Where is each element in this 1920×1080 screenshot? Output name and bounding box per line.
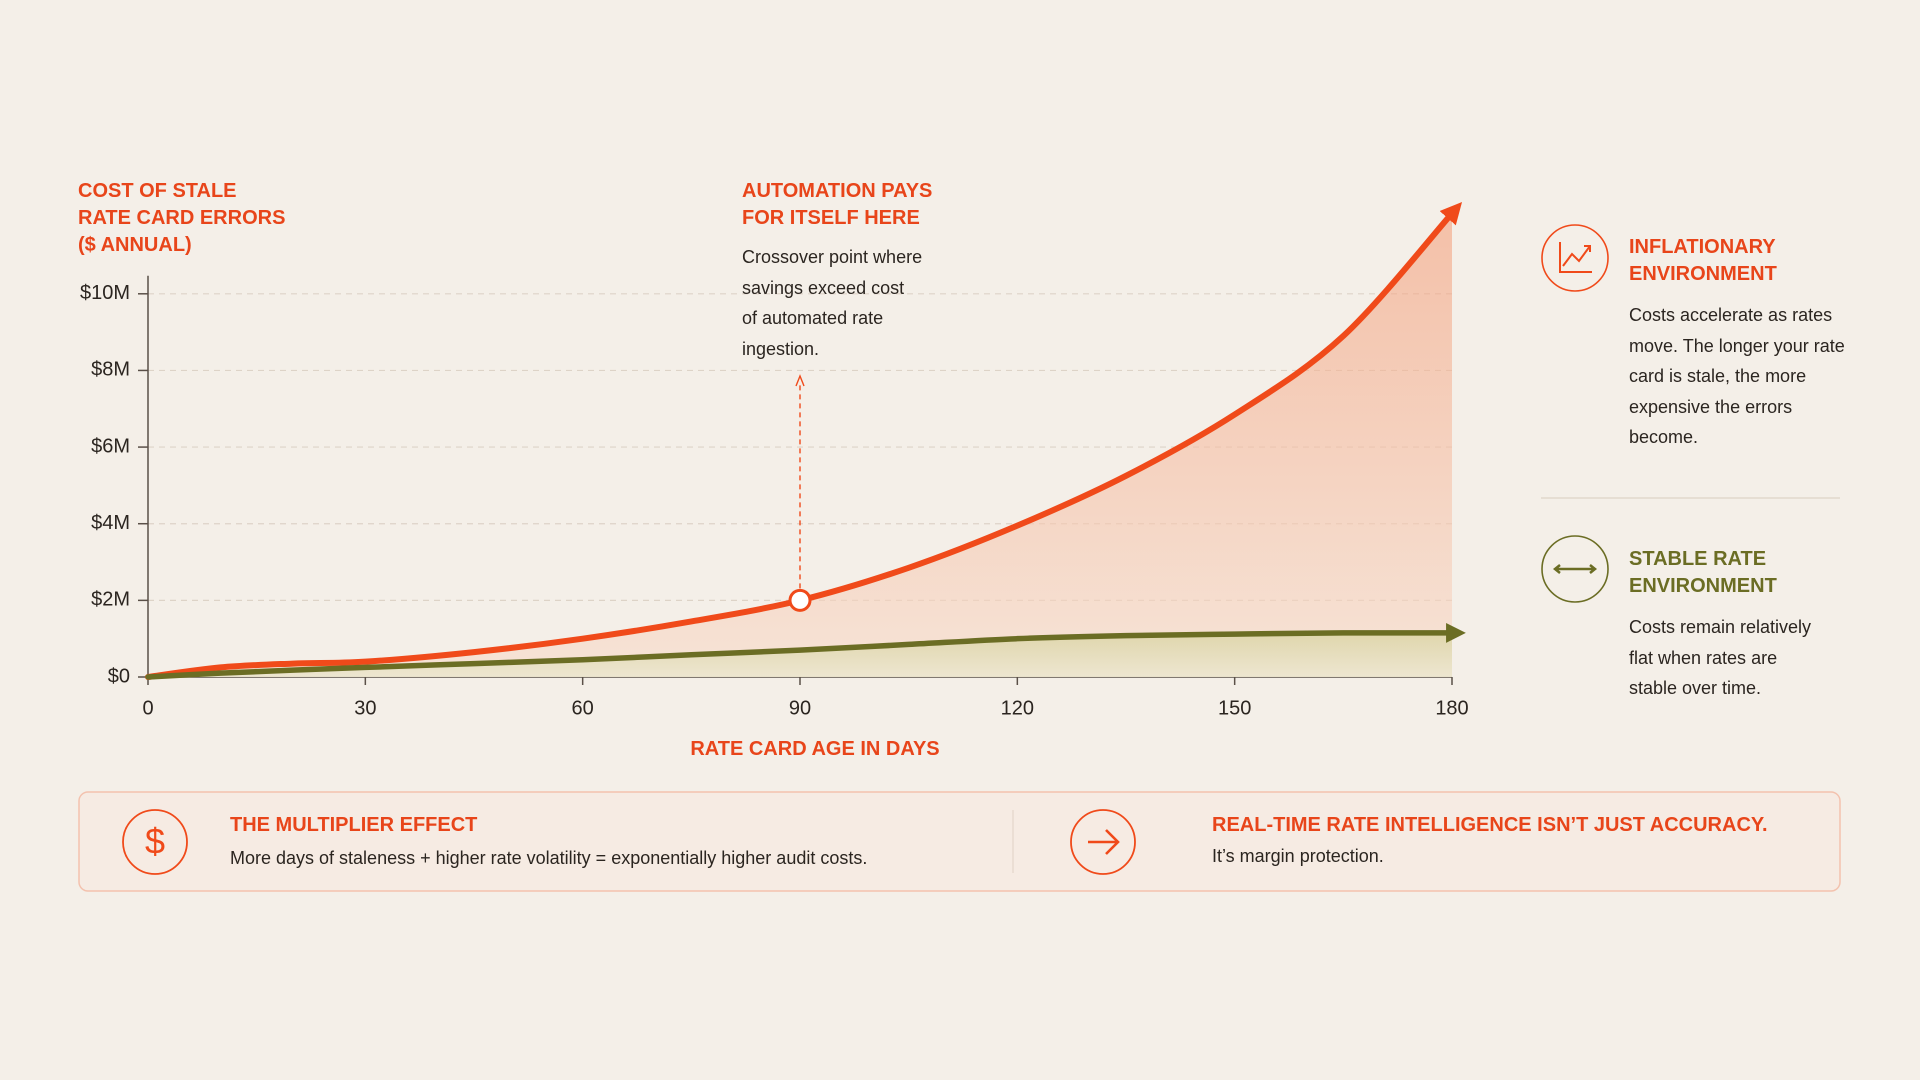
icon-flat — [1552, 564, 1598, 574]
callout: THE MULTIPLIER EFFECT More days of stale… — [230, 812, 867, 874]
legend-item: INFLATIONARY ENVIRONMENT Costs accelerat… — [1629, 234, 1857, 453]
y-tick-label: $10M — [80, 282, 130, 304]
legend-text: Costs accelerate as rates move. The long… — [1629, 305, 1845, 447]
legend-label: STABLE RATE ENVIRONMENT — [1629, 548, 1777, 597]
annotation-title: FOR ITSELF HERE — [742, 207, 920, 229]
y-axis-title-line: COST OF STALE — [78, 180, 237, 202]
annotation-text: savings exceed cost — [742, 277, 905, 298]
icon-circle — [1541, 224, 1609, 292]
icon-circle — [122, 809, 188, 875]
callout-title: THE MULTIPLIER EFFECT — [230, 814, 478, 836]
icon-circle — [1541, 535, 1609, 603]
annotation-arrow — [795, 374, 805, 387]
icon-chart — [1559, 242, 1592, 273]
legend-label: INFLATIONARY ENVIRONMENT — [1629, 236, 1777, 285]
x-axis-title: RATE CARD AGE IN DAYS — [690, 738, 940, 760]
area — [148, 213, 1452, 677]
y-tick-label: $6M — [91, 435, 130, 457]
legend-item: STABLE RATE ENVIRONMENT Costs remain rel… — [1629, 546, 1829, 704]
line — [145, 623, 1466, 680]
legend-text: Costs remain relatively flat when rates … — [1629, 617, 1812, 698]
y-tick-label: $4M — [91, 512, 130, 534]
plot: $0 $2M $4M $6M $8M $10M 0 30 60 90 120 150 180 — [80, 202, 1469, 719]
y-axis-title: COST OF STALE RATE CARD ERRORS ($ ANNUAL… — [78, 178, 285, 259]
x-tick-label: 0 — [142, 697, 153, 719]
callout-box: $ — [78, 791, 1841, 892]
annotation-text: Crossover point where — [742, 247, 923, 267]
annotation-text: of automated rate — [742, 308, 884, 328]
icon-dollar: $ — [145, 821, 165, 862]
callout-title: REAL-TIME RATE INTELLIGENCE ISN’T JUST A… — [1212, 814, 1768, 836]
y-axis-title-line: RATE CARD ERRORS — [78, 207, 286, 229]
x-tick-label: 120 — [1001, 697, 1034, 719]
x-tick-label: 30 — [354, 697, 376, 719]
icon-circle — [1070, 809, 1136, 875]
y-tick-label: $8M — [91, 359, 130, 381]
icon-arrow — [1088, 829, 1120, 855]
y-tick-label: $2M — [91, 589, 130, 611]
annotation-text: ingestion. — [742, 338, 820, 359]
callout-text: It’s margin protection. — [1212, 846, 1384, 866]
annotation-title: AUTOMATION PAYS — [742, 180, 933, 202]
x-tick-label: 150 — [1218, 697, 1251, 719]
callout-text: More days of staleness + higher rate vol… — [230, 848, 868, 868]
legend-icons — [1541, 224, 1840, 603]
y-tick-label: $0 — [108, 665, 130, 687]
x-tick-label: 60 — [572, 697, 594, 719]
annotation: AUTOMATION PAYS FOR ITSELF HERE Crossove… — [742, 178, 932, 364]
y-axis-title-line: ($ ANNUAL) — [78, 234, 192, 256]
callout-frame — [78, 791, 1841, 892]
x-tick-label: 180 — [1435, 697, 1468, 719]
x-tick-label: 90 — [789, 697, 811, 719]
callout: REAL-TIME RATE INTELLIGENCE ISN’T JUST A… — [1212, 812, 1768, 872]
annotation-marker — [788, 588, 812, 612]
